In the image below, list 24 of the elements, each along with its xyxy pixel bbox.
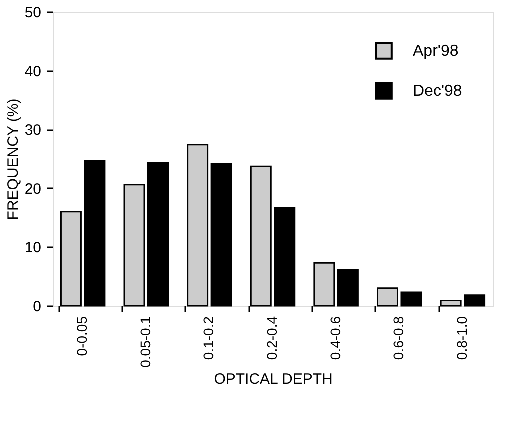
bar	[274, 207, 296, 307]
x-tick-label: 0.2-0.4	[264, 316, 280, 360]
bar	[148, 162, 169, 307]
x-tick-label: 0.8-1.0	[454, 316, 470, 360]
legend-label: Apr'98	[413, 43, 459, 60]
y-tick-label: 50	[24, 4, 42, 22]
y-tick-label: 40	[24, 63, 42, 80]
bar	[464, 294, 486, 307]
y-tick-label: 30	[24, 122, 42, 140]
y-tick-label: 0	[33, 298, 42, 316]
y-axis-title: FREQUENCY (%)	[4, 98, 22, 220]
x-tick-label: 0.4-0.6	[327, 316, 344, 360]
y-tick-label: 20	[24, 180, 42, 198]
bar	[84, 160, 106, 307]
bar	[337, 269, 359, 307]
bar	[210, 164, 232, 307]
bar	[400, 292, 422, 307]
x-tick-label: 0.1-0.2	[200, 316, 217, 360]
x-tick-label: 0-0.05	[74, 316, 90, 356]
legend-label: Dec'98	[413, 83, 462, 100]
x-tick-label: 0.6-0.8	[390, 316, 407, 360]
y-tick-label: 10	[24, 240, 42, 257]
x-axis-title: OPTICAL DEPTH	[214, 370, 333, 388]
x-tick-label: 0.05-0.1	[137, 316, 154, 368]
